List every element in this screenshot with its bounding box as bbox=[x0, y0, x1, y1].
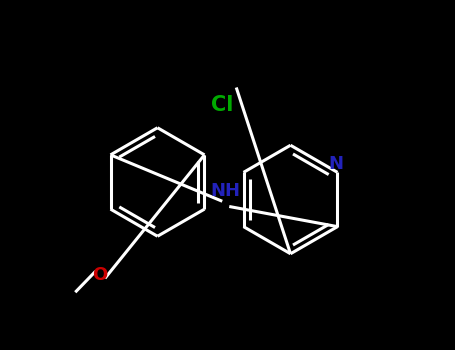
Text: O: O bbox=[92, 266, 107, 284]
Text: Cl: Cl bbox=[211, 95, 233, 115]
Text: N: N bbox=[328, 155, 343, 173]
Text: NH: NH bbox=[211, 182, 241, 201]
